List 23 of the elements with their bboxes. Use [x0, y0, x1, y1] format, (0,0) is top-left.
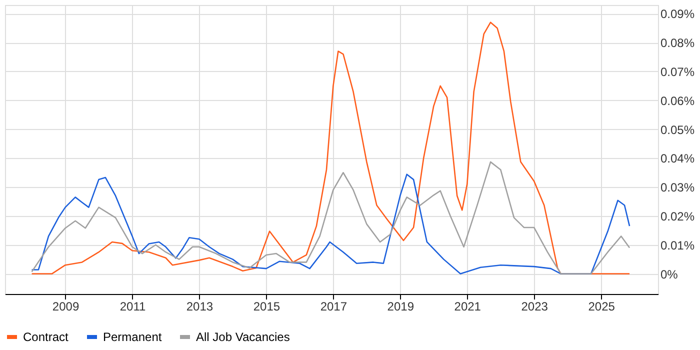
legend-label: Permanent	[103, 330, 162, 344]
x-tick-label: 2011	[120, 300, 146, 314]
y-tick-label: 0.08%	[660, 36, 695, 50]
y-tick-label: 0%	[660, 267, 678, 282]
y-tick-label: 0.02%	[660, 209, 695, 224]
y-tick-label: 0.06%	[660, 94, 695, 108]
line-series	[31, 22, 630, 274]
x-tick-label: 2019	[387, 300, 414, 314]
x-tick-label: 2023	[521, 300, 548, 314]
y-tick-label: 0.05%	[660, 122, 695, 137]
x-tick-label: 2021	[454, 300, 482, 314]
y-tick-label: 0.04%	[660, 152, 695, 166]
x-tick-label: 2009	[52, 300, 80, 314]
legend-label: Contract	[23, 330, 70, 344]
y-tick-label: 0.07%	[660, 64, 695, 79]
x-tick-label: 2013	[186, 300, 214, 314]
legend-label: All Job Vacancies	[196, 330, 290, 344]
x-tick-label: 2017	[320, 300, 348, 314]
y-tick-label: 0.01%	[660, 238, 695, 252]
y-tick-label: 0.09%	[660, 7, 695, 22]
x-tick-label: 2015	[253, 300, 280, 314]
y-tick-label: 0.03%	[660, 180, 695, 195]
x-tick-label: 2025	[588, 300, 616, 314]
